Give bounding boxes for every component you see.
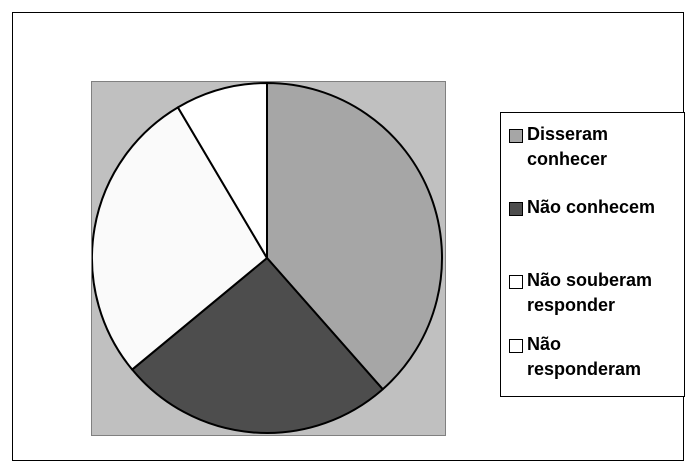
legend-entry-nao-responderam: Não responderam xyxy=(509,334,677,382)
legend-swatch xyxy=(509,339,523,353)
pie-slice-2 xyxy=(92,106,268,371)
legend: Disseram conhecer Não conhecem Não soube… xyxy=(500,112,685,397)
pie-chart xyxy=(92,82,443,434)
legend-entry-nao-souberam-responder: Não souberam responder xyxy=(509,270,677,318)
legend-label: Disseram conhecer xyxy=(527,124,609,169)
chart-frame: Disseram conhecer Não conhecem Não soube… xyxy=(12,12,685,461)
legend-swatch xyxy=(509,275,523,289)
legend-entry-disseram-conhecer: Disseram conhecer xyxy=(509,124,677,172)
pie-slice-1 xyxy=(131,257,384,434)
pie-slice-3 xyxy=(176,82,268,259)
legend-label: Não souberam responder xyxy=(527,270,653,315)
legend-swatch xyxy=(509,202,523,216)
legend-label: Não responderam xyxy=(527,334,642,379)
legend-swatch xyxy=(509,129,523,143)
plot-area xyxy=(91,81,446,436)
legend-label: Não conhecem xyxy=(527,197,656,217)
legend-entry-nao-conhecem: Não conhecem xyxy=(509,197,677,220)
pie-slice-0 xyxy=(266,82,443,391)
